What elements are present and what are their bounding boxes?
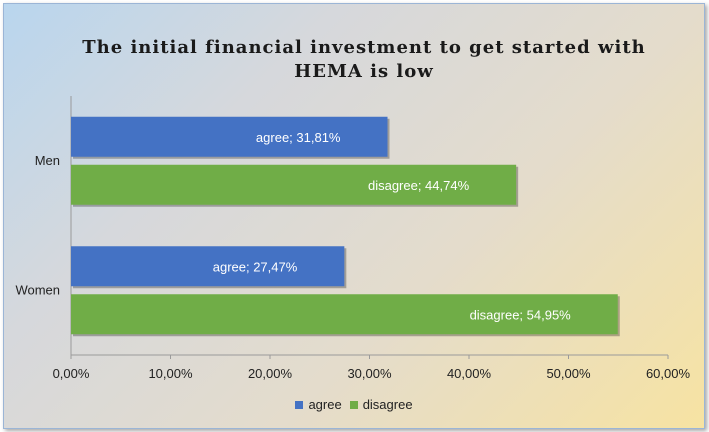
chart-legend: agree disagree <box>4 397 704 412</box>
chart-area: The initial financial investment to get … <box>3 3 705 429</box>
category-label: Men <box>35 153 60 168</box>
bar-disagree-men <box>71 164 517 205</box>
data-label: disagree; 44,74% <box>368 178 470 193</box>
x-tick-label: 60,00% <box>646 366 691 381</box>
x-tick-label: 0,00% <box>53 366 90 381</box>
legend-label: agree <box>308 397 342 412</box>
x-tick-label: 50,00% <box>546 366 591 381</box>
data-label: agree; 27,47% <box>213 259 298 274</box>
legend-item-agree: agree <box>295 397 342 412</box>
x-tick-label: 40,00% <box>447 366 492 381</box>
bar-agree-women <box>71 246 345 287</box>
legend-swatch <box>349 400 358 409</box>
bar-chart: 0,00% 10,00% 20,00% 30,00% 40,00% 50,00% 60,00… <box>15 96 691 381</box>
legend-swatch <box>295 400 304 409</box>
bar-agree-men <box>71 116 388 157</box>
data-label: agree; 31,81% <box>256 130 341 145</box>
bar-disagree-women <box>71 294 618 335</box>
legend-item-disagree: disagree <box>349 397 413 412</box>
legend-label: disagree <box>362 397 413 412</box>
data-label: disagree; 54,95% <box>470 307 572 322</box>
chart-title: The initial financial investment to get … <box>82 37 646 82</box>
category-label: Women <box>15 282 60 297</box>
x-tick-label: 20,00% <box>248 366 293 381</box>
x-tick-label: 10,00% <box>148 366 193 381</box>
x-tick-label: 30,00% <box>347 366 392 381</box>
